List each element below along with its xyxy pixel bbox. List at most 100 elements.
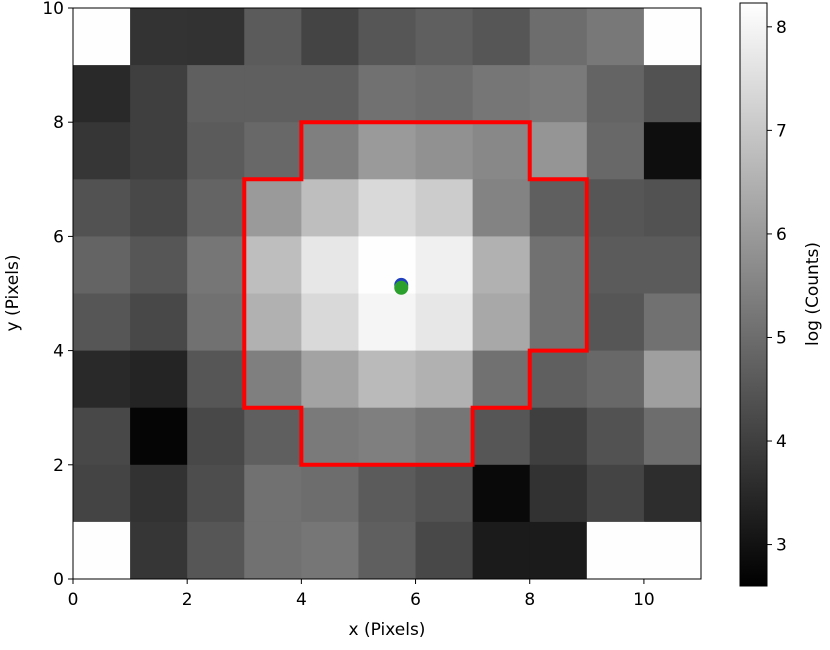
heatmap-cell [244,236,302,294]
heatmap-cell [130,293,188,352]
heatmap-cell [244,179,302,237]
heatmap-cell [73,122,131,180]
heatmap-cell [130,65,188,123]
heatmap-cell [529,236,588,294]
heatmap-cell [643,236,702,294]
heatmap-cell [244,293,302,352]
heatmap-cell [472,464,531,523]
heatmap-cell [301,65,359,123]
heatmap-cell [586,293,645,352]
heatmap-cell [415,65,474,123]
heatmap-cell [586,236,645,294]
heatmap-cell [643,521,702,580]
heatmap-cell [529,521,588,580]
heatmap-cell [586,179,645,237]
heatmap-cell [73,179,131,237]
heatmap-cell [643,8,702,66]
heatmap-cell [187,236,245,294]
heatmap-cell [472,179,531,237]
heatmap-cell [643,407,702,466]
heatmap-cell [529,65,588,123]
heatmap-cell [244,8,302,66]
heatmap-cell [586,464,645,523]
heatmap-cell [415,350,474,409]
heatmap-cell [73,236,131,294]
heatmap-cell [586,407,645,466]
heatmap-cell [358,179,417,237]
heatmap-cell [358,65,417,123]
heatmap-cell [415,293,474,352]
heatmap-cell [244,350,302,409]
x-tick-label: 0 [68,590,79,610]
y-tick-label: 4 [53,342,64,362]
y-tick-label: 8 [53,113,64,133]
colorbar-tick-label: 8 [776,18,787,38]
heatmap-cell [472,122,531,180]
heatmap-cell [586,122,645,180]
heatmap-cell [643,179,702,237]
heatmap-cell [130,179,188,237]
heatmap-cell [301,521,359,580]
colorbar-label: log (Counts) [803,242,823,346]
heatmap-cell [529,464,588,523]
x-tick-label: 6 [410,590,421,610]
heatmap-cell [529,8,588,66]
y-tick-label: 6 [53,227,64,247]
plot-frame [72,7,702,580]
heatmap-cell [472,521,531,580]
heatmap-cell [415,122,474,180]
heatmap-cell [130,464,188,523]
aperture-outline [242,120,589,467]
heatmap-cell [529,293,588,352]
heatmap-cell [643,65,702,123]
heatmap-cell [187,350,245,409]
heatmap-cell [529,407,588,466]
heatmap-cell [187,293,245,352]
heatmap-cell [586,521,645,580]
heatmap-cell [187,521,245,580]
heatmap-cell [244,122,302,180]
heatmap-cell [358,122,417,180]
heatmap-cell [187,464,245,523]
heatmap-cell [472,65,531,123]
heatmap-cell [73,521,131,580]
heatmap-cell [301,350,359,409]
heatmap-cell [73,293,131,352]
heatmap-cell [358,293,417,352]
heatmap-cell [244,464,302,523]
colorbar-tick-label: 6 [776,225,787,245]
heatmap-cell [244,407,302,466]
heatmap-cell [187,65,245,123]
heatmap-cell [472,407,531,466]
heatmap-cell [415,407,474,466]
heatmap-cell [415,464,474,523]
heatmap-cell [130,122,188,180]
heatmap-cell [415,179,474,237]
colorbar-tick-label: 5 [776,328,787,348]
colorbar-tick-label: 3 [776,536,787,556]
heatmap-cell [358,464,417,523]
heatmap-cell [301,293,359,352]
heatmap-cell [358,350,417,409]
heatmap-cell [586,8,645,66]
heatmap-cell [586,350,645,409]
heatmap-cell [73,65,131,123]
heatmap-cell [586,65,645,123]
heatmap-cell [187,407,245,466]
heatmap-cell [73,350,131,409]
heatmap-cell [358,407,417,466]
heatmap-cell [130,8,188,66]
colorbar-tick-label: 4 [776,432,787,452]
heatmap-cell [130,407,188,466]
heatmap-cell [643,350,702,409]
heatmap-cell [643,293,702,352]
x-tick-label: 8 [524,590,535,610]
x-tick-label: 4 [296,590,307,610]
colorbar [739,2,768,587]
heatmap-cell [358,521,417,580]
heatmap-cell [472,350,531,409]
heatmap-cell [301,236,359,294]
heatmap-cell [73,464,131,523]
